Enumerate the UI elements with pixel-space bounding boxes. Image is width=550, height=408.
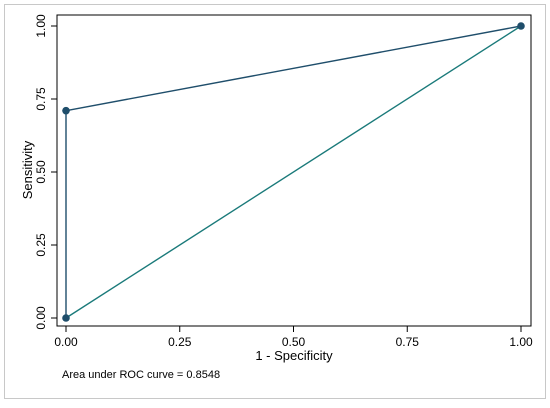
y-axis-label: Sensitivity — [20, 140, 35, 199]
x-tick-label: 0.00 — [54, 335, 78, 349]
x-tick-label: 1.00 — [509, 335, 533, 349]
y-tick-label: 0.00 — [34, 306, 48, 330]
x-tick-label: 0.50 — [282, 335, 306, 349]
axis-ticks: 0.00 0.00 0.25 0.25 0.50 0.50 0.75 0.75 1.00 1.00 — [34, 14, 533, 349]
roc-point — [517, 22, 525, 30]
roc-point — [62, 314, 70, 322]
y-tick-label: 0.75 — [34, 87, 48, 111]
auc-note: Area under ROC curve = 0.8548 — [62, 369, 220, 381]
roc-point — [62, 106, 70, 115]
x-axis-label: 1 - Specificity — [255, 348, 333, 363]
outer-border — [4, 4, 546, 399]
x-tick-label: 0.75 — [396, 335, 420, 349]
y-tick-label: 1.00 — [34, 14, 48, 38]
series-layer — [62, 22, 525, 322]
y-tick-label: 0.25 — [34, 233, 48, 257]
x-tick-label: 0.25 — [168, 335, 192, 349]
reference-line — [65, 25, 522, 319]
y-tick-label: 0.50 — [34, 160, 48, 184]
